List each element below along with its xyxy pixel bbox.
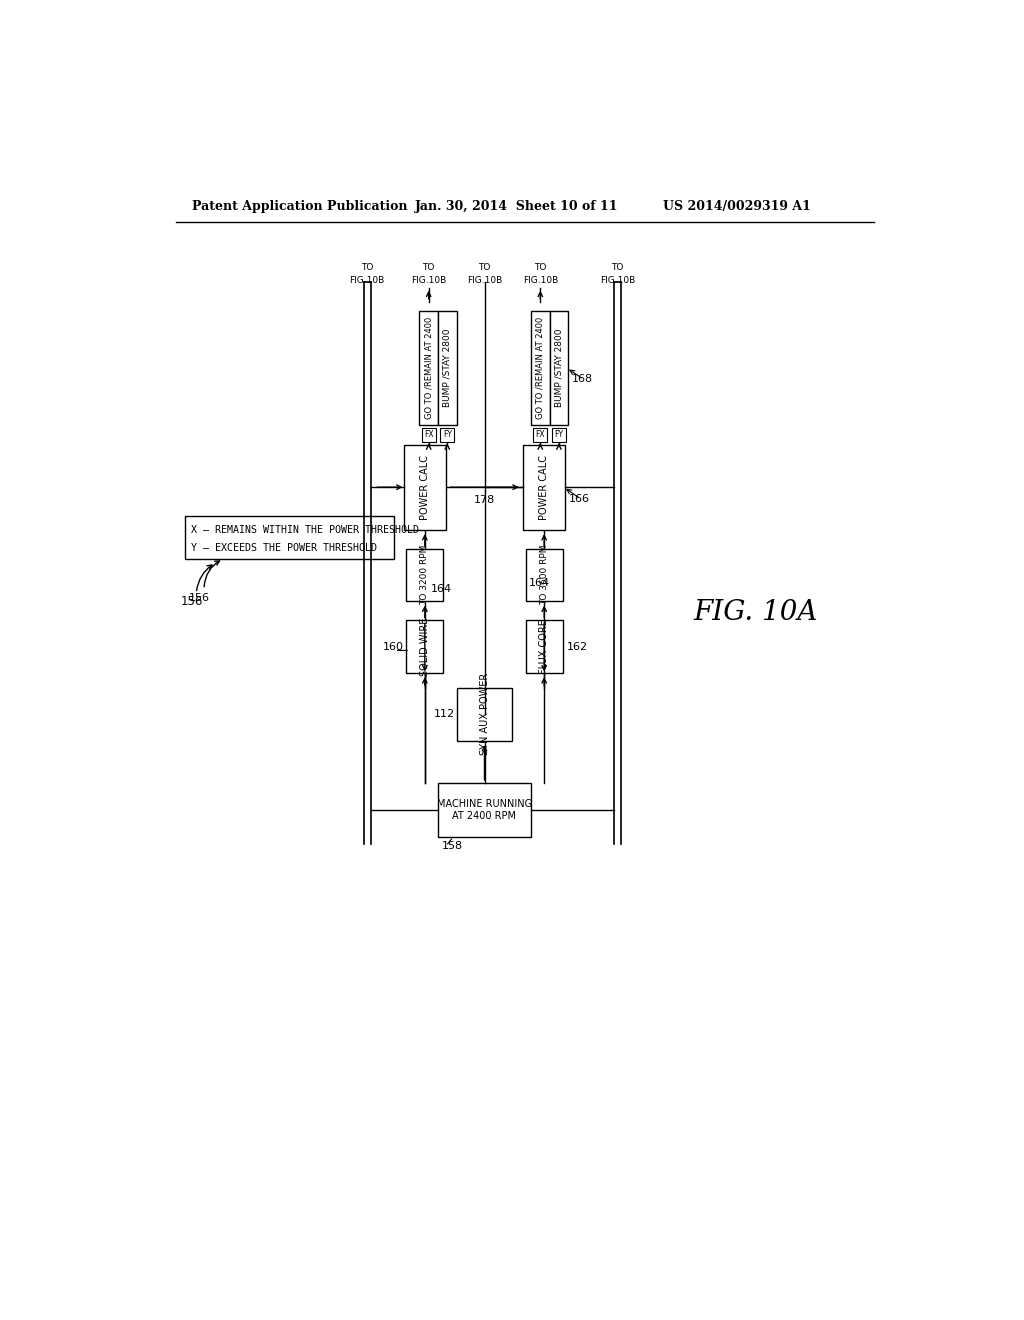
Text: FX: FX	[424, 430, 433, 440]
Text: GO TO /REMAIN AT 2400: GO TO /REMAIN AT 2400	[536, 317, 545, 418]
Text: US 2014/0029319 A1: US 2014/0029319 A1	[663, 199, 811, 213]
Bar	[438, 312, 457, 425]
Text: TO: TO	[611, 264, 624, 272]
Text: FIG.10B: FIG.10B	[600, 276, 635, 285]
Bar	[422, 428, 435, 442]
Text: GO TO /REMAIN AT 2400: GO TO /REMAIN AT 2400	[424, 317, 433, 418]
Text: SOLID WIRE: SOLID WIRE	[420, 618, 430, 676]
Text: 178: 178	[474, 495, 496, 504]
Bar	[525, 549, 563, 601]
Text: POWER CALC: POWER CALC	[540, 454, 549, 520]
Text: FLUX CORE: FLUX CORE	[540, 619, 549, 675]
Text: Y – EXCEEDS THE POWER THRESHOLD: Y – EXCEEDS THE POWER THRESHOLD	[190, 543, 377, 553]
Text: FIG. 10A: FIG. 10A	[693, 599, 818, 626]
Text: FIG.10B: FIG.10B	[349, 276, 385, 285]
Text: FX: FX	[536, 430, 545, 440]
Text: SYN AUX POWER: SYN AUX POWER	[479, 673, 489, 755]
Text: 162: 162	[566, 642, 588, 652]
Text: 158: 158	[442, 841, 463, 851]
Text: 164: 164	[528, 578, 550, 587]
Text: FIG.10B: FIG.10B	[411, 276, 446, 285]
Bar	[407, 620, 443, 673]
Text: Patent Application Publication: Patent Application Publication	[191, 199, 408, 213]
Text: TO: TO	[478, 264, 490, 272]
Text: 156: 156	[188, 593, 210, 603]
Bar	[420, 312, 438, 425]
Text: POWER CALC: POWER CALC	[420, 454, 430, 520]
Text: FY: FY	[442, 430, 452, 440]
Text: FIG.10B: FIG.10B	[467, 276, 502, 285]
Text: TO: TO	[423, 264, 435, 272]
Bar	[534, 428, 547, 442]
Text: Jan. 30, 2014  Sheet 10 of 11: Jan. 30, 2014 Sheet 10 of 11	[415, 199, 618, 213]
Bar	[550, 312, 568, 425]
Text: 156: 156	[180, 594, 203, 607]
Bar	[552, 428, 566, 442]
Text: TO 3200 RPM: TO 3200 RPM	[420, 545, 429, 605]
Bar	[458, 688, 512, 741]
Text: BUMP /STAY 2800: BUMP /STAY 2800	[554, 329, 563, 407]
Text: FY: FY	[554, 430, 563, 440]
Text: 160: 160	[383, 642, 404, 652]
Text: FIG.10B: FIG.10B	[522, 276, 558, 285]
Bar	[525, 620, 563, 673]
Text: X – REMAINS WITHIN THE POWER THRESHOLD: X – REMAINS WITHIN THE POWER THRESHOLD	[190, 524, 419, 535]
Bar	[440, 428, 455, 442]
Text: TO 3600 RPM: TO 3600 RPM	[540, 545, 549, 605]
Text: BUMP /STAY 2800: BUMP /STAY 2800	[442, 329, 452, 407]
Text: TO: TO	[535, 264, 547, 272]
Bar	[531, 312, 550, 425]
Bar	[523, 445, 565, 529]
Text: 168: 168	[572, 375, 593, 384]
Bar	[438, 783, 531, 837]
Text: 112: 112	[434, 709, 456, 719]
Text: 164: 164	[431, 583, 453, 594]
Bar	[403, 445, 445, 529]
Bar	[407, 549, 443, 601]
Text: 166: 166	[569, 494, 590, 504]
Text: MACHINE RUNNING
AT 2400 RPM: MACHINE RUNNING AT 2400 RPM	[437, 799, 532, 821]
Bar	[184, 516, 394, 558]
Text: TO: TO	[360, 264, 374, 272]
